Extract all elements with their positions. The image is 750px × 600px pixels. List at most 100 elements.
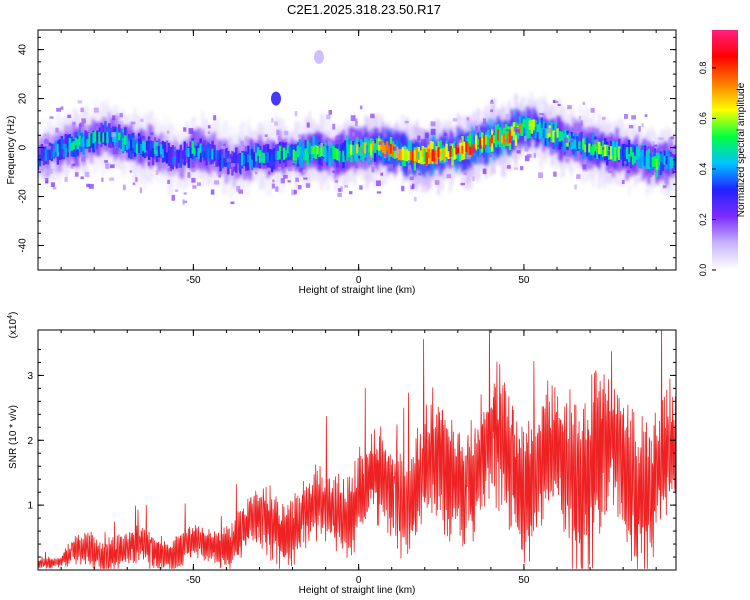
snr-line (38, 330, 676, 569)
spectrogram-cell (427, 148, 430, 158)
spectrogram-speckle (183, 127, 187, 132)
spectrogram-speckle (506, 129, 511, 132)
spectrogram-speckle (77, 100, 83, 104)
spectrogram-speckle (456, 138, 460, 143)
spectrogram-cell (600, 145, 603, 155)
spectrogram-cell (249, 155, 252, 168)
spectrogram-cell (475, 135, 478, 150)
spectrogram-speckle (238, 189, 243, 194)
spectrogram-speckle (332, 123, 336, 130)
spectrogram-cell (104, 132, 107, 146)
spectrogram-speckle (183, 192, 187, 195)
spectrogram-speckle (226, 158, 232, 163)
snr-frame (37, 329, 677, 571)
spectrogram-cell (540, 128, 543, 138)
spectrogram-cell (370, 143, 373, 158)
spectrogram-speckle (488, 154, 493, 158)
spectrogram-cell (435, 150, 438, 165)
spectrogram-speckle (268, 171, 271, 175)
spectrogram-cell (510, 126, 514, 136)
spectrogram-speckle (576, 174, 581, 179)
spectrogram-cell (613, 147, 617, 161)
spectrogram-speckle (46, 168, 50, 174)
spectrogram-cell (437, 147, 440, 158)
spectrogram-speckle (264, 134, 268, 138)
spectrogram-cell (211, 148, 214, 160)
spectrogram-cell (141, 139, 145, 151)
spectrogram-speckle (274, 121, 278, 126)
spectrogram-cell (393, 145, 397, 159)
spectrogram-speckle (653, 144, 658, 147)
colorbar: 0.0 0.2 0.4 0.6 0.8 Normalized spectral ampl… (698, 30, 747, 276)
spectrogram-speckle (538, 172, 543, 179)
spectrogram-speckle (652, 146, 655, 152)
spectrogram-cell (429, 151, 432, 164)
spectrogram-speckle (135, 177, 138, 182)
spectrogram-speckle (86, 183, 90, 188)
spectrogram-speckle (457, 137, 463, 143)
spectrogram-cell (421, 148, 424, 157)
spectrogram-cell (489, 138, 492, 147)
spectrogram-cell (494, 131, 498, 143)
spectrogram-cell (459, 143, 462, 162)
spectrogram-speckle (513, 127, 519, 132)
spectrogram-cell (191, 140, 194, 154)
spectrogram-speckle (60, 106, 64, 110)
spectrogram-cell (128, 140, 131, 149)
spectrogram-speckle (328, 110, 333, 115)
spectrogram-speckle (578, 115, 582, 121)
spectrogram-cell (201, 145, 204, 157)
spectrogram-cell (383, 145, 387, 159)
spectrogram-cell (130, 139, 133, 151)
spectrogram-speckle (191, 177, 196, 183)
spectrogram-speckle (306, 122, 310, 128)
spectrogram-cell (237, 153, 240, 164)
spectrogram-speckle (123, 184, 126, 191)
snr-scale-base: (x10 (8, 318, 19, 338)
spectrogram-cell (375, 138, 379, 150)
spectrogram-cell (334, 148, 337, 159)
spectrogram-cell (381, 142, 385, 153)
spectrogram-speckle (417, 135, 421, 141)
spectrogram-cell (92, 132, 95, 144)
spectrogram-speckle (658, 137, 664, 141)
spectrogram-cell (46, 146, 50, 160)
spectrogram-speckle (624, 113, 628, 119)
spectrogram-cell (671, 157, 674, 169)
spectrogram-cell (368, 142, 371, 153)
spectrogram-speckle (93, 107, 99, 113)
spectrogram-speckle (631, 115, 637, 120)
spectrogram-speckle (291, 189, 296, 196)
spectrogram-speckle (254, 171, 258, 175)
spectrogram-speckle (569, 139, 574, 143)
spectrogram-cell (104, 121, 107, 144)
spectrogram-cell (308, 143, 311, 155)
spectrogram-cell (500, 135, 504, 144)
spectrogram-cell (356, 144, 359, 154)
spectrogram-speckle (388, 164, 393, 170)
spectrogram-cell (219, 153, 222, 166)
spectrogram-speckle (582, 164, 587, 170)
spectrogram-cell (64, 143, 67, 157)
spectrogram-speckle (401, 185, 405, 192)
spectrogram-cell (44, 149, 48, 161)
spectrogram-cell (443, 148, 446, 162)
spectrogram-speckle (182, 199, 185, 206)
spectrogram-speckle (261, 165, 267, 170)
spectrogram-cell (637, 148, 641, 159)
spectrogram-cell (532, 121, 536, 140)
spectrogram-speckle (375, 180, 381, 187)
spectrogram-speckle (463, 171, 467, 176)
spectrogram-cell (280, 141, 284, 160)
spectrogram-cell (463, 141, 466, 154)
spectrogram-speckle (214, 180, 220, 185)
spectrogram-speckle (293, 190, 297, 195)
spectrogram-cell (631, 144, 635, 160)
spectrogram-cell (231, 155, 234, 166)
spectrogram-cell (90, 134, 93, 148)
spectrogram-speckle (221, 146, 226, 150)
spectrogram-speckle (567, 105, 572, 110)
spectrogram-cell (344, 146, 347, 157)
spectrogram-cell (290, 148, 294, 161)
